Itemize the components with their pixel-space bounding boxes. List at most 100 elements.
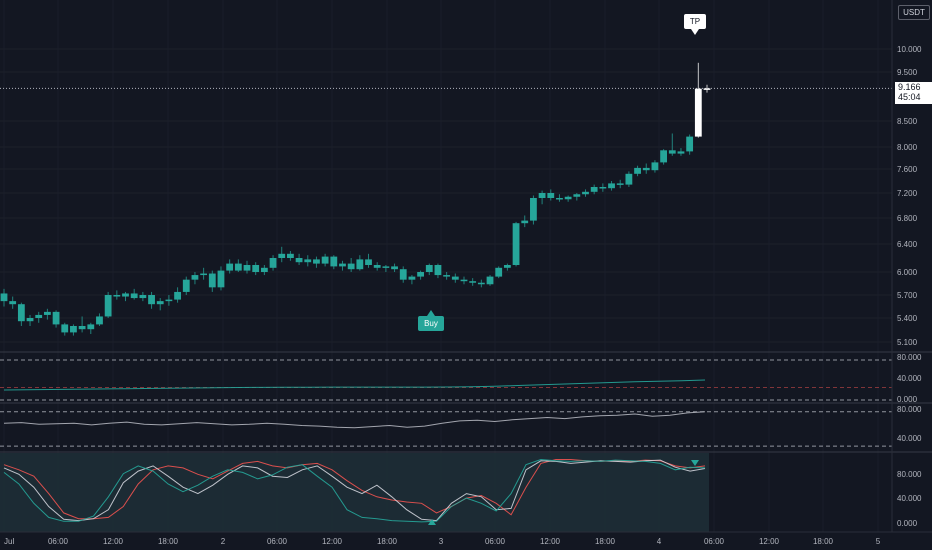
candle-body <box>590 187 598 192</box>
candle-body <box>87 324 95 330</box>
candle-body <box>96 316 103 325</box>
candle-body <box>417 272 424 277</box>
indicator-tick-label: 0.000 <box>897 519 918 528</box>
price-tick-label: 6.400 <box>897 240 918 249</box>
price-tick-label: 7.600 <box>897 165 918 174</box>
candle-body <box>434 265 442 276</box>
signal-down-icon <box>691 460 699 466</box>
candle-body <box>330 256 338 267</box>
candle-body <box>339 263 346 267</box>
candle-body <box>130 293 138 299</box>
candle-body <box>677 151 685 154</box>
indicator-background <box>0 453 709 532</box>
time-axis: Jul 06:00 12:00 18:00 2 06:00 12:00 18:00 3 06:00… <box>0 531 932 546</box>
candle-body <box>564 196 572 200</box>
bar-countdown: 45:04 <box>898 92 921 102</box>
currency-label[interactable]: USDT <box>898 5 930 20</box>
price-tick-label: 7.200 <box>897 189 918 198</box>
candle-body <box>477 282 485 285</box>
price-tick-label: 8.500 <box>897 117 918 126</box>
indicator-tick-label: 40.000 <box>897 494 922 503</box>
price-tick-label: 5.400 <box>897 314 918 323</box>
time-tick-label: 5 <box>876 537 881 546</box>
candle-body <box>9 301 17 305</box>
buy-marker-pointer <box>427 310 435 316</box>
tp-marker-pointer <box>691 29 699 35</box>
candle-body <box>174 291 181 300</box>
candle-body <box>530 198 537 221</box>
indicator-tick-label: 80.000 <box>897 405 922 414</box>
candle-body <box>70 326 77 333</box>
candle-body <box>469 281 477 283</box>
candle-body <box>625 173 633 185</box>
candle-body <box>521 220 529 224</box>
candle-body <box>668 150 676 154</box>
candle-body <box>243 265 251 271</box>
candle-body <box>0 293 8 302</box>
candle-body <box>278 253 286 258</box>
time-tick-label: 12:00 <box>322 537 343 546</box>
time-tick-label: 18:00 <box>595 537 616 546</box>
time-tick-label: 3 <box>439 537 444 546</box>
candle-body <box>538 193 546 198</box>
candle-body <box>356 259 364 270</box>
indicator-panel-1 <box>0 359 892 401</box>
candle-body <box>573 194 581 197</box>
candle-body <box>694 88 702 137</box>
candle-body <box>200 273 208 276</box>
candle-body <box>512 223 520 265</box>
time-tick-label: 12:00 <box>103 537 124 546</box>
candle-body <box>425 265 433 272</box>
indicator-series-line <box>3 411 706 429</box>
candle-body <box>234 263 242 271</box>
candle-body <box>78 326 86 330</box>
candle-body <box>148 295 155 305</box>
time-tick-label: 2 <box>221 537 226 546</box>
candle-body <box>651 162 659 171</box>
candle-body <box>61 324 69 333</box>
indicator-tick-label: 40.000 <box>897 434 922 443</box>
candle-body <box>373 265 381 268</box>
indicator-tick-label: 40.000 <box>897 374 922 383</box>
candle-body <box>321 256 329 264</box>
time-tick-label: 06:00 <box>704 537 725 546</box>
candle-body <box>217 270 225 288</box>
candle-body <box>495 267 503 277</box>
candlestick-series <box>0 29 711 336</box>
candle-body <box>556 198 563 200</box>
time-tick-label: 18:00 <box>377 537 398 546</box>
candle-body <box>104 295 112 317</box>
indicator-series-line <box>3 459 706 522</box>
time-tick-label: 12:00 <box>759 537 780 546</box>
candle-body <box>287 253 294 258</box>
candle-body <box>165 299 173 302</box>
indicator-panel-3 <box>0 453 709 532</box>
time-tick-label: 12:00 <box>540 537 561 546</box>
candle-body <box>347 263 355 270</box>
grid-lines <box>0 87 892 89</box>
price-tick-label: 6.800 <box>897 214 918 223</box>
candle-body <box>460 279 468 282</box>
candle-body <box>17 304 25 322</box>
candle-body <box>599 187 607 189</box>
price-tick-label: 10.000 <box>897 45 922 54</box>
candle-body <box>269 258 277 268</box>
candle-body <box>443 275 451 277</box>
candle-body <box>608 183 615 189</box>
indicator-panel-2 <box>0 411 892 447</box>
buy-marker[interactable]: Buy <box>418 316 444 331</box>
candle-body <box>182 279 190 292</box>
candle-body <box>634 167 641 174</box>
time-tick-label: 06:00 <box>48 537 69 546</box>
candle-body <box>191 275 199 280</box>
price-tick-label: 5.100 <box>897 338 918 347</box>
candle-body <box>686 136 694 152</box>
candle-body <box>408 276 416 280</box>
candle-body <box>122 293 129 297</box>
candle-body <box>208 273 216 288</box>
panel-dividers <box>0 351 932 453</box>
time-tick-label: 06:00 <box>267 537 288 546</box>
candle-body <box>226 263 234 271</box>
tp-marker[interactable]: TP <box>684 14 706 29</box>
